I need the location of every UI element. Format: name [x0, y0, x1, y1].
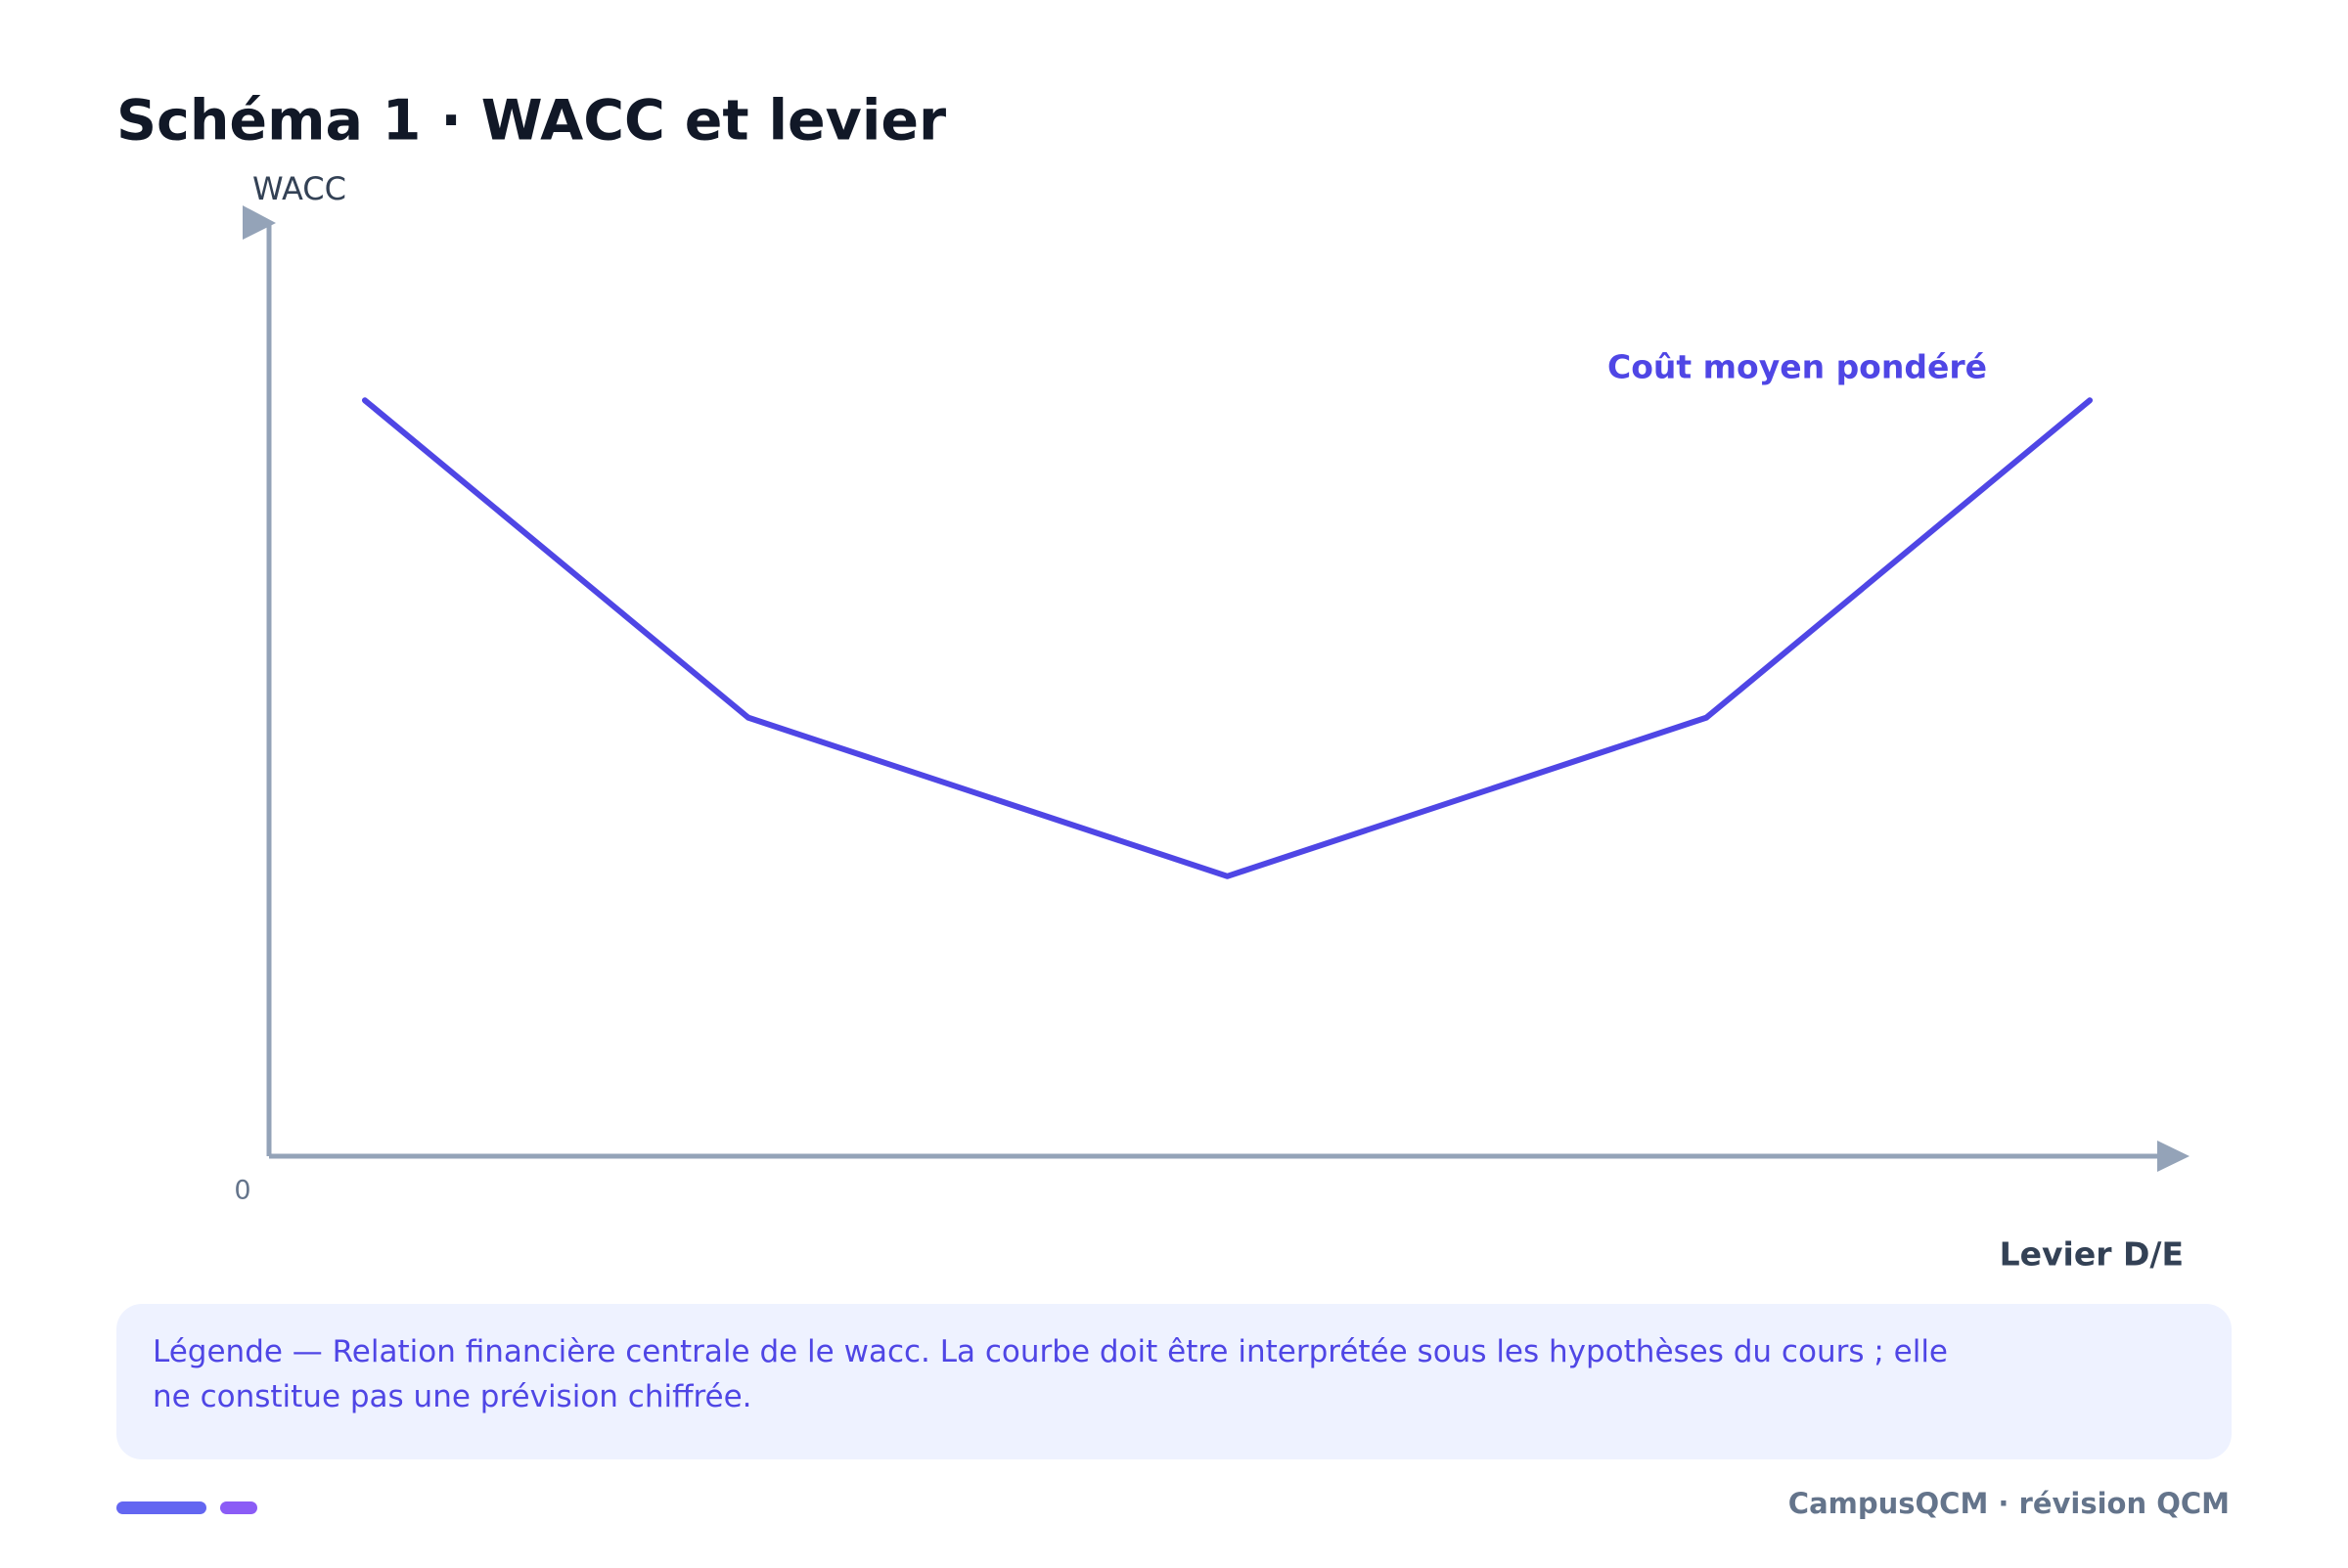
- y-axis-label: WACC: [252, 170, 346, 207]
- caption: Légende — Relation financière centrale d…: [153, 1334, 1949, 1414]
- caption-box: Légende — Relation financière centrale d…: [116, 1304, 2232, 1459]
- y-axis-arrow: [243, 205, 276, 240]
- footer: CampusQCM · révision QCM: [1787, 1487, 2230, 1520]
- decor-pill: [220, 1501, 257, 1514]
- y-tick-label: 0: [234, 1176, 250, 1206]
- data-line: [361, 397, 2094, 879]
- chart: Schéma 1 · WACC et levier WACC Levier D/…: [116, 89, 2190, 1274]
- decor-pill: [116, 1501, 206, 1514]
- x-axis-arrow: [2157, 1141, 2190, 1172]
- series-label: Coût moyen pondéré: [1607, 348, 1987, 386]
- chart-title: Schéma 1 · WACC et levier: [116, 89, 946, 154]
- x-axis-label: Levier D/E: [2000, 1235, 2184, 1274]
